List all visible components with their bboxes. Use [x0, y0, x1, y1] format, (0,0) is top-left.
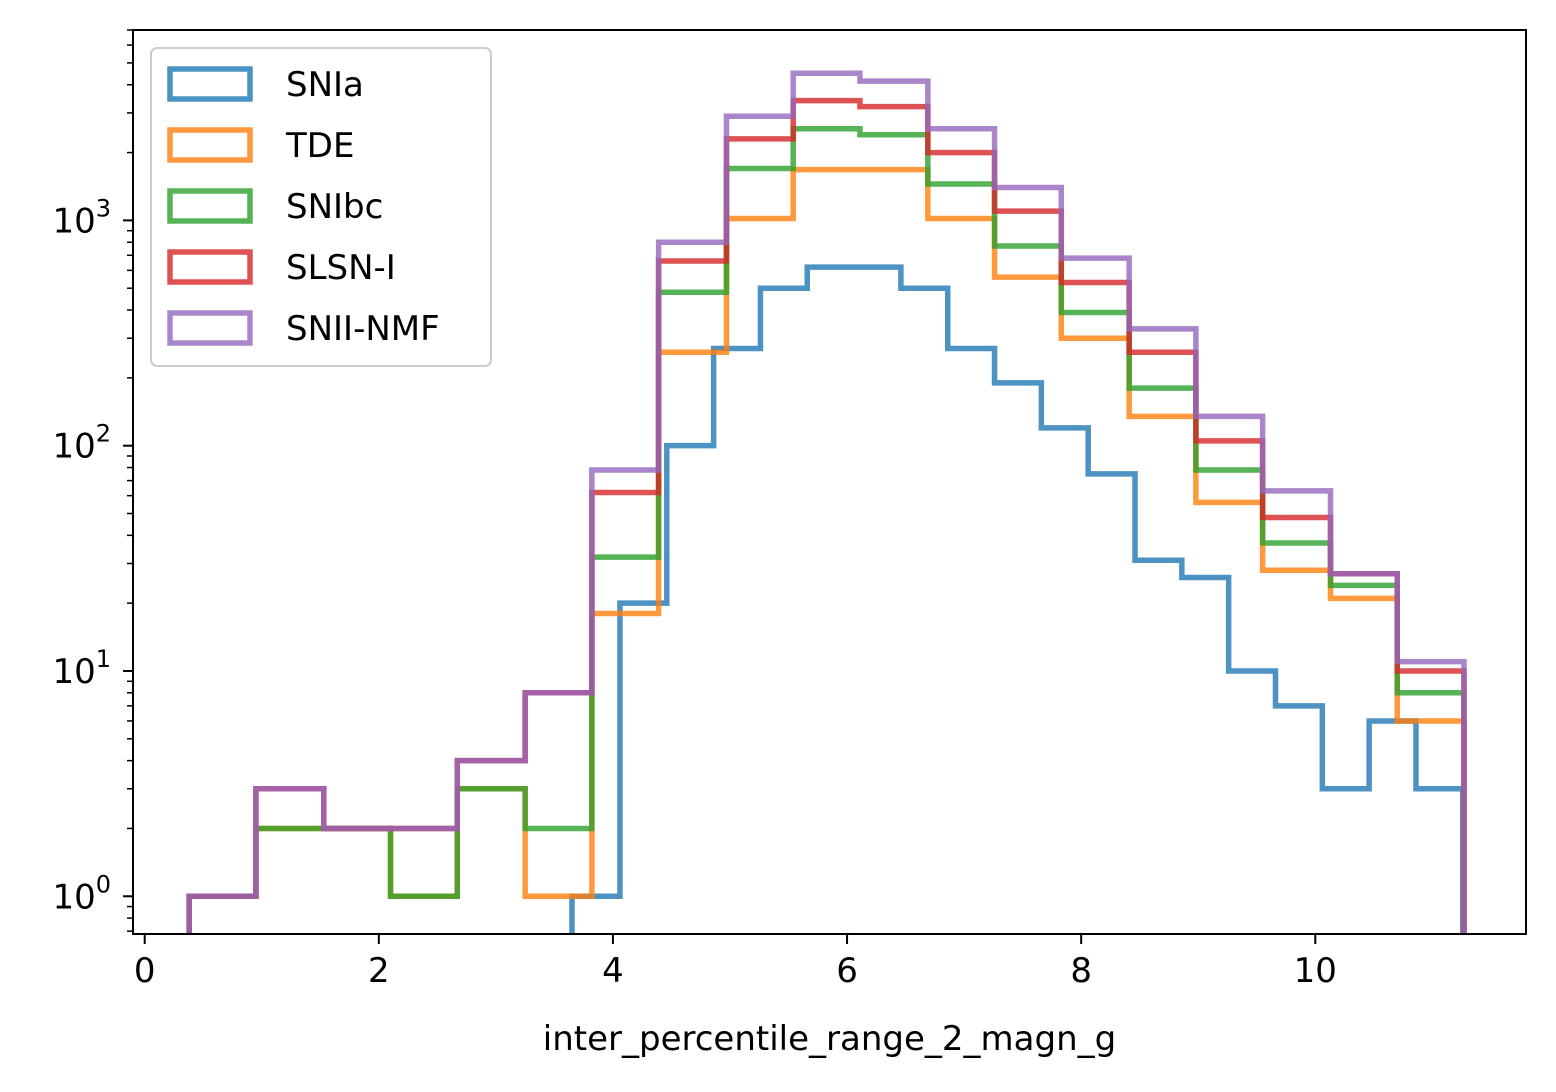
- legend-label-snia: SNIa: [286, 65, 364, 105]
- axes-frame: [132, 29, 1527, 935]
- y-tick-label-exponent-2: 2: [96, 420, 111, 448]
- y-tick-label-exponent-1: 1: [96, 645, 111, 673]
- x-tick-label-2: 2: [368, 951, 390, 991]
- x-tick-label-4: 4: [602, 951, 624, 991]
- legend-label-slsn-i: SLSN-I: [286, 248, 396, 288]
- x-tick-label-8: 8: [1070, 951, 1092, 991]
- x-axis: 0 2 4 6 8 10: [134, 934, 1337, 991]
- legend: SNIa TDE SNIbc SLSN-I SNII-NMF: [150, 47, 492, 367]
- legend-label-snibc: SNIbc: [286, 187, 383, 227]
- legend-swatch-slsn-i: [167, 249, 253, 285]
- legend-swatch-snia: [167, 66, 253, 102]
- series-layer: [186, 70, 1467, 934]
- y-tick-label-exponent-0: 0: [96, 870, 111, 898]
- x-axis-label: inter_percentile_range_2_magn_g: [543, 1019, 1116, 1059]
- legend-swatch-snibc: [167, 188, 253, 224]
- x-tick-label-10: 10: [1294, 951, 1337, 991]
- legend-swatch-snii-nmf: [167, 310, 253, 346]
- x-tick-label-6: 6: [836, 951, 858, 991]
- series-line-snia: [569, 264, 1466, 934]
- y-tick-label-exponent-3: 3: [96, 194, 111, 222]
- legend-swatch-tde: [167, 127, 253, 163]
- legend-label-snii-nmf: SNII-NMF: [286, 309, 440, 349]
- legend-label-tde: TDE: [285, 126, 354, 166]
- series-line-snii-nmf: [186, 70, 1467, 934]
- x-tick-label-0: 0: [134, 951, 156, 991]
